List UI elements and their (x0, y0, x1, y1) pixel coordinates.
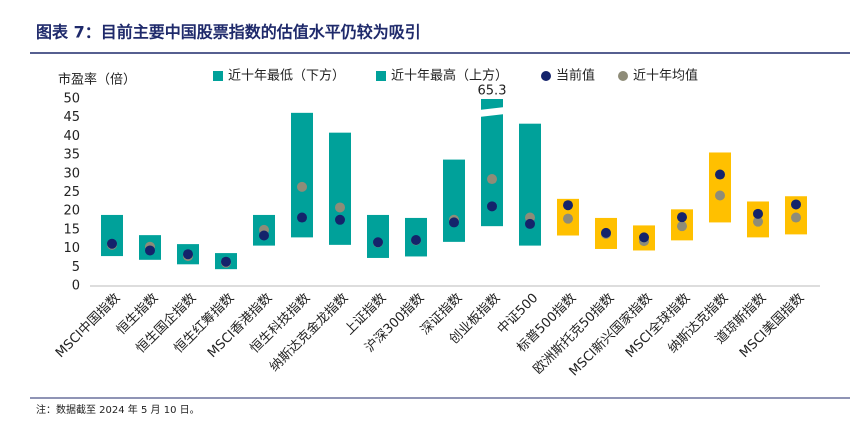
dot (145, 245, 155, 256)
y-tick-label: 50 (63, 92, 80, 107)
y-tick-label: 5 (72, 260, 80, 275)
y-tick-label: 25 (63, 185, 80, 200)
legend-label: 当前值 (556, 68, 595, 84)
y-tick-label: 30 (63, 166, 80, 181)
legend-label: 近十年最低（下方） (228, 68, 345, 84)
dot (411, 234, 421, 245)
note: 注：数据截至 2024 年 5 月 10 日。 (36, 403, 200, 416)
dot (601, 227, 611, 238)
y-tick-label: 10 (63, 241, 80, 256)
y-axis-label: 市盈率（倍） (58, 72, 136, 88)
dot (525, 218, 535, 229)
legend-swatch (376, 71, 386, 81)
dot (449, 217, 459, 228)
dot (753, 208, 763, 219)
dot (487, 174, 497, 185)
dot (563, 213, 573, 224)
dot (715, 169, 725, 180)
dot (335, 214, 345, 225)
legend-swatch (618, 71, 628, 81)
dot (373, 237, 383, 248)
range-bar (367, 214, 389, 258)
dot (221, 256, 231, 267)
y-tick-label: 0 (72, 279, 80, 294)
dot (715, 190, 725, 201)
y-tick-label: 40 (63, 129, 80, 144)
dot (335, 202, 345, 213)
range-bar (329, 132, 351, 245)
range-bar (481, 99, 503, 227)
dot (487, 201, 497, 212)
dot (183, 249, 193, 260)
range-bar (519, 123, 541, 246)
dot (791, 199, 801, 210)
dot (791, 212, 801, 223)
dot (677, 221, 687, 232)
legend-swatch (213, 71, 223, 81)
y-tick-label: 15 (63, 222, 80, 237)
legend-swatch (541, 71, 551, 81)
y-tick-label: 20 (63, 204, 80, 219)
dot (563, 200, 573, 211)
dot (107, 238, 117, 249)
y-tick-label: 35 (63, 148, 80, 163)
legend-label: 近十年最高（上方） (391, 68, 508, 84)
dot (677, 212, 687, 223)
dot (753, 216, 763, 227)
range-bar (101, 214, 123, 257)
x-tick-label: MSCI全球指数 (622, 290, 693, 361)
data-label: 65.3 (478, 84, 507, 99)
dot (297, 212, 307, 223)
y-tick-label: 45 (63, 110, 80, 125)
legend-label: 近十年均值 (633, 68, 698, 84)
dot (297, 181, 307, 192)
dot (259, 230, 269, 241)
range-bar (709, 152, 731, 223)
range-bar (443, 159, 465, 242)
dot (639, 232, 649, 243)
axis-break (479, 107, 505, 117)
range-bar (291, 112, 313, 238)
chart-title: 图表 7：目前主要中国股票指数的估值水平仍较为吸引 (36, 23, 421, 42)
x-tick-label: MSCI中国指数 (53, 291, 123, 361)
